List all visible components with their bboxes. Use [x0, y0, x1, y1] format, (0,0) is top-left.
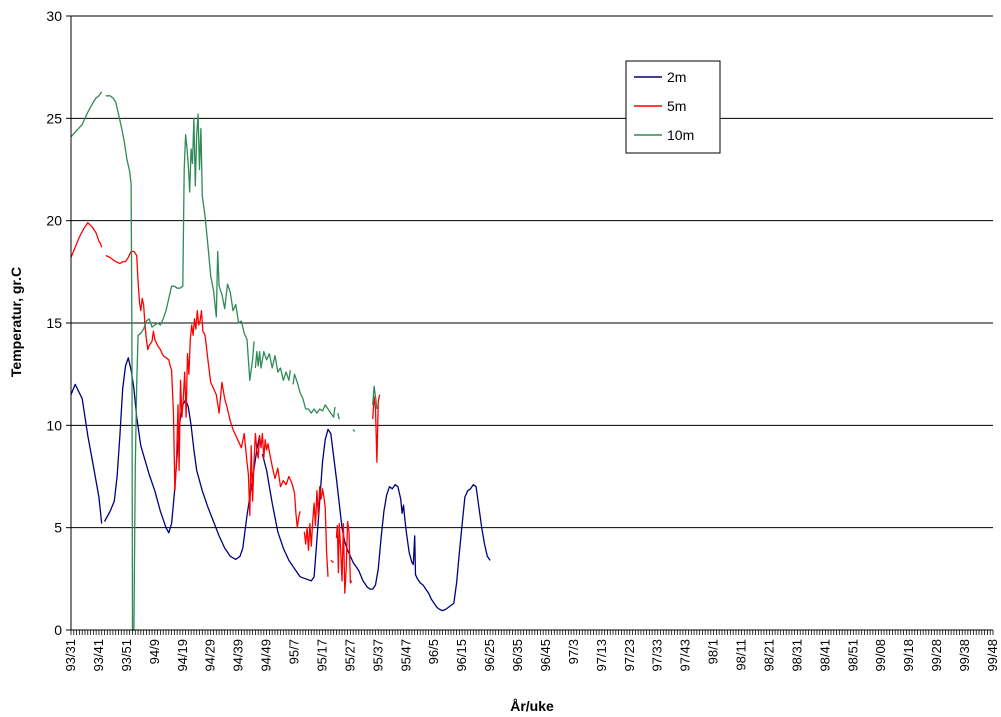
- x-tick-label: 94/19: [175, 639, 190, 672]
- x-tick-label: 96/5: [426, 639, 441, 664]
- y-tick-label: 10: [46, 417, 62, 433]
- x-axis-ticks: 93/31 93/41 93/51 94/9 94/19 94/29 94/39 94/49 9…: [63, 630, 1000, 672]
- y-tick-label: 0: [54, 622, 62, 638]
- x-tick-label: 98/31: [789, 639, 804, 672]
- x-tick-label: 93/51: [119, 639, 134, 672]
- legend: 2m 5m 10m: [625, 60, 721, 154]
- x-tick-label: 96/35: [510, 639, 525, 672]
- y-tick-label: 20: [46, 213, 62, 229]
- x-tick-label: 95/17: [314, 639, 329, 672]
- x-tick-label: 93/41: [91, 639, 106, 672]
- y-axis-title: Temperatur, gr.C: [8, 267, 24, 377]
- x-tick-label: 99/28: [929, 639, 944, 672]
- y-tick-label: 15: [46, 315, 62, 331]
- x-tick-label: 97/3: [566, 639, 581, 664]
- x-tick-label: 97/33: [650, 639, 665, 672]
- series-lines: [70, 91, 491, 631]
- x-axis-title: År/uke: [510, 698, 554, 714]
- x-tick-label: 94/29: [203, 639, 218, 672]
- x-tick-label: 94/39: [231, 639, 246, 672]
- x-tick-label: 96/25: [482, 639, 497, 672]
- x-tick-label: 94/49: [259, 639, 274, 672]
- legend-label-10m: 10m: [667, 127, 694, 143]
- gridlines: [71, 15, 993, 529]
- x-tick-label: 95/7: [287, 639, 302, 664]
- series-line-5m: [70, 222, 381, 594]
- legend-label-2m: 2m: [667, 69, 686, 85]
- x-tick-label: 98/41: [817, 639, 832, 672]
- series-line-10m: [70, 91, 378, 631]
- x-tick-label: 97/13: [594, 639, 609, 672]
- y-tick-label: 5: [54, 520, 62, 536]
- x-tick-label: 99/18: [901, 639, 916, 672]
- x-tick-label: 97/23: [622, 639, 637, 672]
- y-tick-label: 25: [46, 110, 62, 126]
- x-tick-label: 98/1: [706, 639, 721, 664]
- x-tick-label: 95/37: [370, 639, 385, 672]
- x-tick-label: 98/11: [734, 639, 749, 671]
- x-tick-label: 96/15: [454, 639, 469, 672]
- legend-label-5m: 5m: [667, 98, 686, 114]
- x-tick-label: 93/31: [63, 639, 78, 672]
- x-tick-label: 99/38: [957, 639, 972, 672]
- x-tick-label: 95/27: [342, 639, 357, 672]
- x-tick-label: 99/48: [985, 639, 1000, 672]
- x-tick-label: 99/08: [873, 639, 888, 672]
- x-tick-label: 95/47: [398, 639, 413, 672]
- x-tick-label: 98/21: [761, 639, 776, 672]
- x-tick-label: 98/51: [845, 639, 860, 672]
- x-tick-label: 96/45: [538, 639, 553, 672]
- y-tick-label: 30: [46, 8, 62, 24]
- y-axis-ticks: 0 5 10 15 20 25 30: [46, 8, 71, 638]
- x-tick-label: 97/43: [678, 639, 693, 672]
- x-tick-label: 94/9: [147, 639, 162, 664]
